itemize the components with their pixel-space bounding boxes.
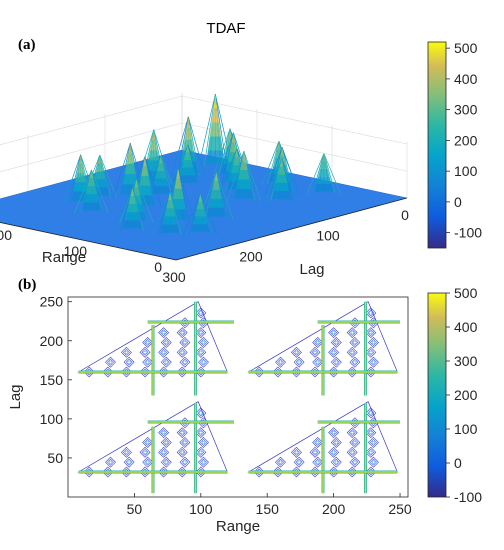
surface-ytick: 0 [154, 259, 162, 275]
colorbar-a-tick: 500 [454, 40, 478, 56]
surface-xtick: 300 [162, 269, 186, 285]
contour-lines [77, 301, 401, 494]
surface-ylabel: Range [42, 249, 86, 266]
colorbar-b [427, 292, 447, 498]
surface-peaks [63, 94, 342, 236]
surface-peak [226, 151, 262, 202]
surface-peak [143, 155, 178, 197]
surface-ytick: 100 [64, 243, 88, 259]
colorbar-a-tick: 0 [454, 194, 462, 210]
colorbar-a-tick: 200 [454, 132, 478, 148]
colorbar-b-tick: 200 [454, 387, 478, 403]
colorbar-b-tick: 300 [454, 353, 478, 369]
surface-xtick: 200 [239, 248, 263, 264]
colorbar-b-tick: 100 [454, 421, 478, 437]
surface-peak [152, 192, 188, 236]
contour-xtick: 100 [189, 501, 213, 517]
colorbar-a-tick: 100 [454, 163, 478, 179]
surface-peak [264, 158, 300, 203]
surface-plot: TDAF 010020030001002003000200400 Range L… [0, 20, 482, 285]
surface-peak [198, 94, 233, 168]
contour-ytick: 50 [47, 450, 63, 466]
surface-peak [306, 153, 342, 195]
colorbar-b-ticks: 500 400 300 200 100 0 -100 [446, 285, 482, 505]
colorbar-a-tick: 400 [454, 71, 478, 87]
contour-axes [67, 296, 409, 498]
surface-peak [114, 187, 150, 232]
contour-ylabel: Lag [7, 384, 24, 409]
colorbar-b-tick: 0 [454, 455, 462, 471]
contour-ytick: 100 [40, 411, 64, 427]
contour-xtick: 50 [127, 501, 143, 517]
contour-xlabel: Range [216, 518, 260, 535]
surface-peak [74, 169, 109, 214]
surface-xtick: 100 [316, 228, 340, 244]
surface-ytick: 200 [0, 227, 12, 243]
colorbar-b-tick: 500 [454, 285, 478, 301]
colorbar-b-tick: -100 [454, 489, 482, 505]
colorbar-a [427, 41, 447, 249]
contour-xtick: 150 [256, 501, 280, 517]
surface-peak [182, 193, 218, 235]
colorbar-b-tick: 400 [454, 319, 478, 335]
surface-ticks: 010020030001002003000200400 [0, 207, 409, 285]
contour-ticks: 50 100 150 200 250 50 100 150 200 250 [40, 294, 412, 517]
panel-b-label: (b) [18, 277, 36, 293]
surface-title: TDAF [206, 20, 245, 37]
colorbar-a-ticks: 500 400 300 200 100 0 -100 [446, 40, 482, 241]
colorbar-a-tick: 300 [454, 102, 478, 118]
contour-ytick: 250 [40, 294, 64, 310]
colorbar-a-tick: -100 [454, 225, 482, 241]
surface-xlabel: Lag [299, 261, 324, 278]
contour-xtick: 200 [322, 501, 346, 517]
contour-xtick: 250 [388, 501, 412, 517]
panel-a-label: (a) [18, 37, 36, 53]
contour-ytick: 200 [40, 333, 64, 349]
surface-xtick: 0 [401, 207, 409, 223]
contour-ytick: 150 [40, 372, 64, 388]
surface-peak [198, 171, 234, 220]
contour-plot: 50 100 150 200 250 50 100 150 200 250 Range Lag 5… [7, 285, 482, 535]
